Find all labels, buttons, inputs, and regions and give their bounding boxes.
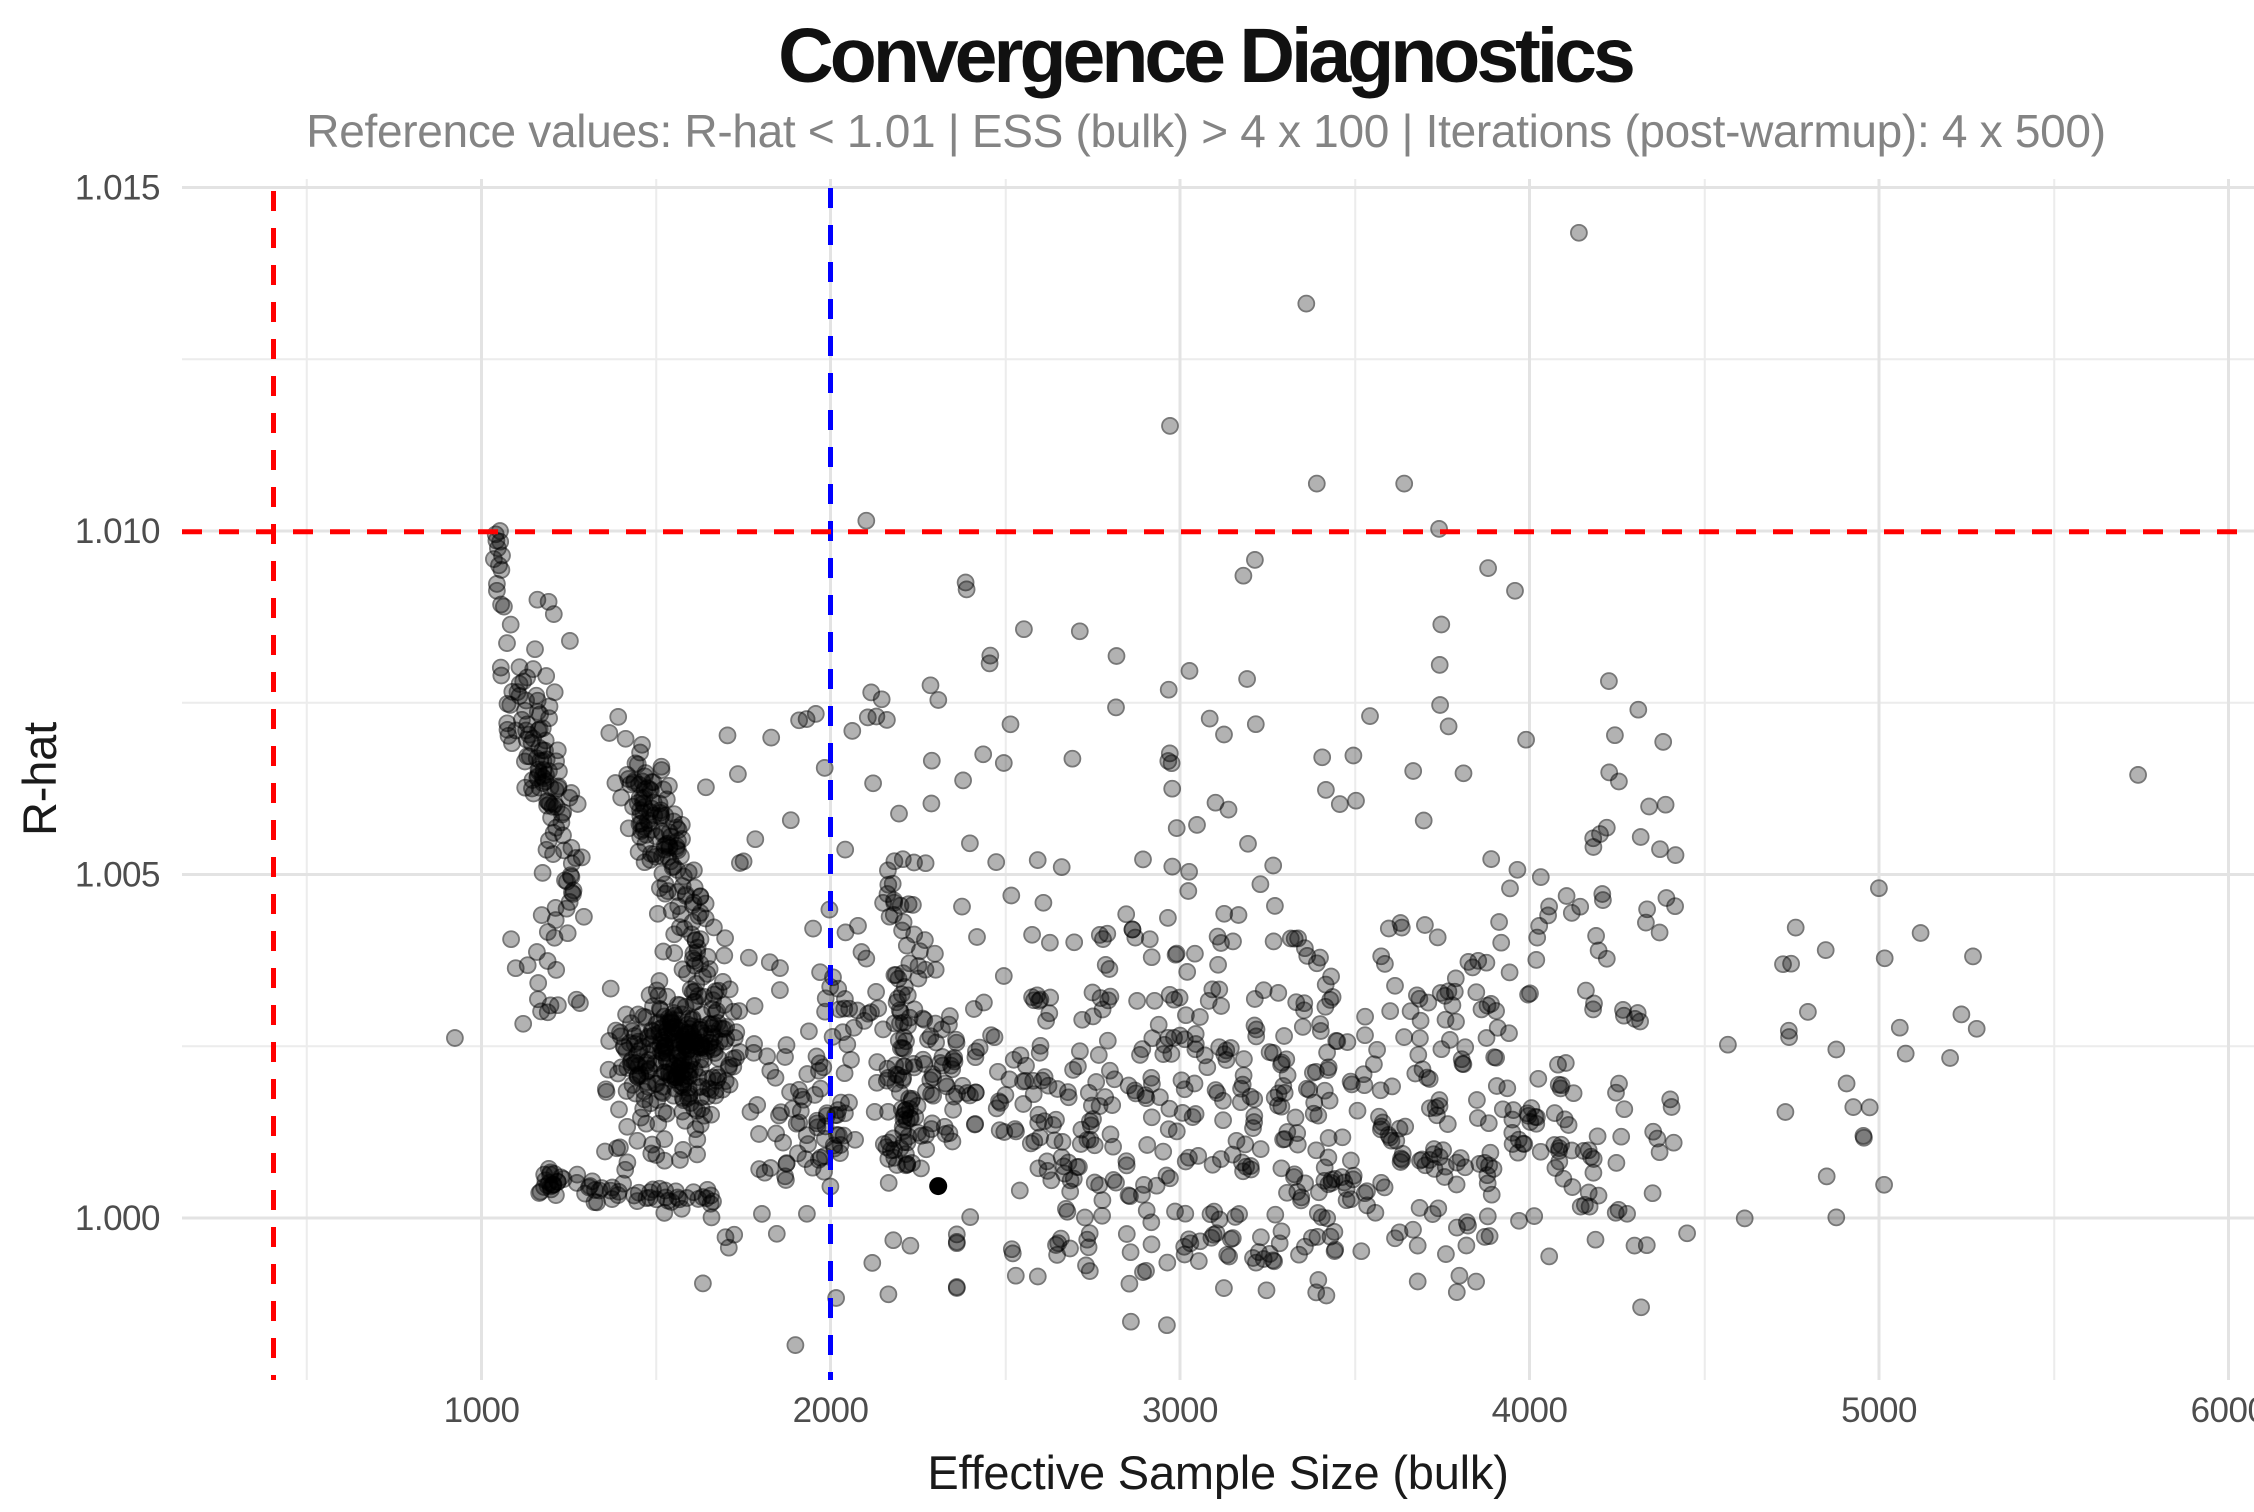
svg-text:5000: 5000: [1841, 1391, 1917, 1430]
svg-text:Convergence Diagnostics: Convergence Diagnostics: [778, 13, 1633, 99]
svg-text:1.015: 1.015: [75, 169, 160, 208]
svg-text:1.000: 1.000: [75, 1199, 160, 1238]
svg-text:1.010: 1.010: [75, 512, 160, 551]
svg-text:4000: 4000: [1492, 1391, 1568, 1430]
svg-text:2000: 2000: [793, 1391, 869, 1430]
svg-text:1000: 1000: [444, 1391, 520, 1430]
svg-text:1.005: 1.005: [75, 856, 160, 895]
svg-text:R-hat: R-hat: [13, 722, 66, 836]
svg-text:6000: 6000: [2191, 1391, 2254, 1430]
svg-text:3000: 3000: [1142, 1391, 1218, 1430]
svg-text:Reference values: R-hat < 1.01: Reference values: R-hat < 1.01 | ESS (bu…: [306, 105, 2105, 157]
svg-text:Effective Sample Size (bulk): Effective Sample Size (bulk): [927, 1446, 1508, 1499]
